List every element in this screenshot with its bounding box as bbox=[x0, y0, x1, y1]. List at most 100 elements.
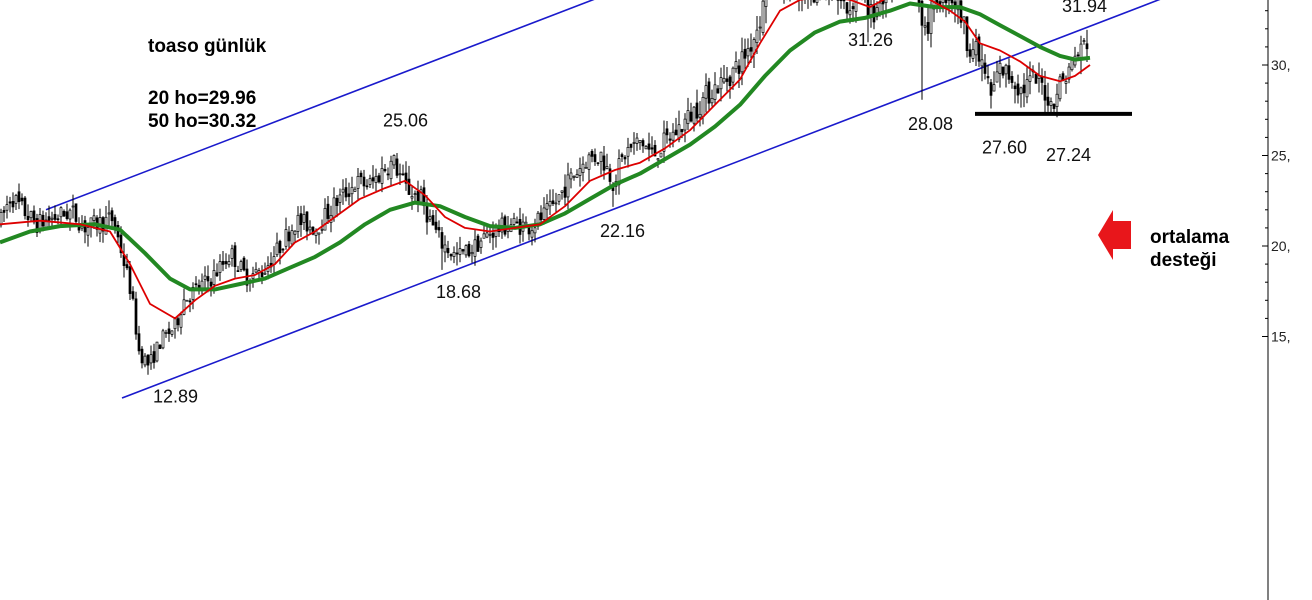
candle bbox=[758, 16, 762, 41]
candle bbox=[677, 110, 681, 143]
candle bbox=[86, 227, 90, 247]
candle bbox=[398, 163, 402, 185]
candle bbox=[230, 244, 234, 267]
candle bbox=[389, 155, 393, 185]
candle bbox=[716, 85, 720, 94]
candle bbox=[368, 174, 372, 188]
candle bbox=[798, 0, 800, 12]
candle bbox=[8, 196, 12, 213]
candle bbox=[446, 240, 450, 258]
candle bbox=[284, 217, 288, 250]
candle bbox=[530, 226, 534, 246]
candle bbox=[221, 250, 225, 272]
candle bbox=[638, 140, 642, 150]
candle bbox=[695, 89, 699, 122]
candle bbox=[608, 163, 612, 186]
arrow-icon bbox=[1098, 210, 1131, 260]
candle bbox=[302, 205, 306, 231]
candle bbox=[386, 167, 390, 181]
price-label: 31.26 bbox=[848, 30, 893, 50]
candle bbox=[524, 216, 528, 225]
candle bbox=[761, 0, 765, 36]
annotation-line-1: ortalama bbox=[1150, 227, 1230, 248]
candle bbox=[764, 0, 768, 24]
candle bbox=[11, 192, 15, 214]
ma50-note: 50 ho=30.32 bbox=[148, 111, 256, 132]
candle bbox=[326, 195, 330, 225]
candle bbox=[467, 240, 471, 258]
candle bbox=[47, 205, 51, 229]
candle bbox=[632, 132, 636, 155]
candle bbox=[5, 195, 9, 219]
candle bbox=[473, 228, 477, 266]
candle bbox=[404, 161, 408, 191]
candle bbox=[533, 218, 537, 243]
candle bbox=[458, 236, 462, 263]
candle bbox=[161, 328, 165, 350]
candle bbox=[542, 197, 546, 225]
candle bbox=[920, 0, 924, 100]
candle bbox=[590, 149, 594, 163]
candle bbox=[596, 162, 600, 166]
candle bbox=[242, 256, 246, 272]
candle bbox=[371, 165, 375, 189]
price-label: 22.16 bbox=[600, 221, 645, 241]
candle bbox=[53, 205, 57, 223]
candle bbox=[155, 341, 159, 363]
candle bbox=[437, 220, 441, 238]
candle bbox=[311, 226, 315, 236]
candle bbox=[635, 132, 639, 151]
y-tick-label: 30, bbox=[1271, 57, 1290, 73]
candle bbox=[395, 152, 399, 179]
price-label: 27.24 bbox=[1046, 145, 1091, 165]
candle bbox=[383, 163, 387, 173]
trend-channel bbox=[45, 0, 1161, 399]
candle bbox=[254, 262, 258, 274]
chart-title: toaso günlük bbox=[148, 36, 267, 57]
candle bbox=[1028, 61, 1032, 95]
candle bbox=[338, 188, 342, 214]
candle bbox=[1007, 58, 1011, 84]
candle bbox=[974, 28, 978, 66]
y-tick-label: 15, bbox=[1271, 329, 1290, 345]
candle bbox=[548, 189, 552, 216]
y-tick-label: 25, bbox=[1271, 148, 1290, 164]
candle bbox=[401, 164, 405, 176]
candle bbox=[233, 242, 237, 278]
candle bbox=[554, 192, 558, 214]
candle bbox=[62, 209, 66, 217]
ma50-line bbox=[0, 1, 1091, 292]
candle bbox=[839, 0, 843, 9]
candle bbox=[641, 138, 645, 153]
candle bbox=[299, 205, 303, 237]
candle bbox=[218, 254, 222, 281]
ma20-line bbox=[0, 0, 1091, 320]
candle bbox=[725, 67, 729, 92]
candle bbox=[569, 168, 573, 189]
candle bbox=[50, 211, 54, 229]
candle bbox=[545, 194, 549, 222]
candle bbox=[842, 0, 846, 10]
candle bbox=[290, 224, 294, 247]
candle bbox=[209, 278, 213, 297]
candle bbox=[1019, 86, 1023, 108]
candle bbox=[359, 170, 363, 185]
candle bbox=[308, 220, 312, 235]
candle bbox=[179, 311, 183, 335]
candle bbox=[659, 152, 663, 158]
candle bbox=[287, 226, 291, 248]
channel-lower-line bbox=[121, 0, 1161, 399]
annotation-line-2: desteği bbox=[1150, 250, 1217, 271]
candle bbox=[815, 0, 819, 6]
candle bbox=[185, 299, 189, 302]
candle bbox=[1040, 68, 1044, 95]
candle bbox=[593, 148, 597, 166]
candle bbox=[164, 329, 168, 338]
y-tick-label: 20, bbox=[1271, 238, 1290, 254]
candle bbox=[71, 194, 75, 219]
candle bbox=[995, 60, 999, 83]
candle bbox=[515, 216, 519, 224]
candle bbox=[998, 55, 1002, 88]
price-label: 28.08 bbox=[908, 114, 953, 134]
